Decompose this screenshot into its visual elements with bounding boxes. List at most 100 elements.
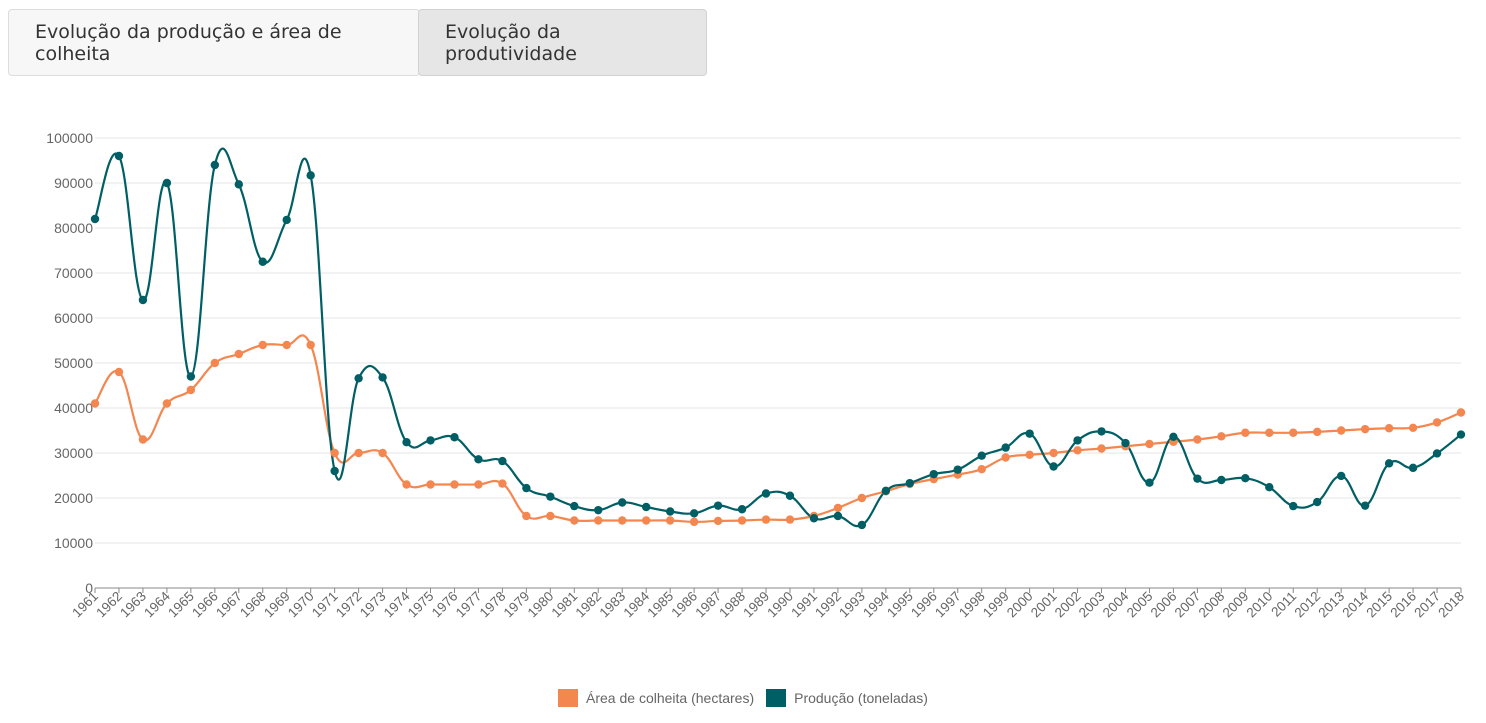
data-point-producao[interactable]	[1169, 432, 1178, 441]
data-point-producao[interactable]	[1001, 443, 1010, 452]
data-point-area[interactable]	[234, 349, 243, 359]
data-point-area[interactable]	[354, 448, 363, 458]
data-point-area[interactable]	[689, 517, 699, 527]
data-point-producao[interactable]	[905, 478, 915, 488]
data-point-producao[interactable]	[1265, 483, 1274, 492]
data-point-area[interactable]	[1265, 428, 1274, 437]
data-point-area[interactable]	[1360, 424, 1370, 434]
data-point-producao[interactable]	[474, 455, 483, 464]
data-point-producao[interactable]	[210, 160, 220, 170]
data-point-producao[interactable]	[618, 498, 627, 507]
data-point-area[interactable]	[138, 435, 148, 444]
data-point-area[interactable]	[1336, 426, 1346, 435]
data-point-area[interactable]	[1193, 435, 1202, 444]
data-point-producao[interactable]	[594, 505, 603, 515]
data-point-area[interactable]	[426, 480, 435, 489]
data-point-producao[interactable]	[114, 151, 124, 161]
data-point-area[interactable]	[857, 493, 867, 503]
data-point-area[interactable]	[258, 340, 267, 350]
data-point-producao[interactable]	[881, 486, 891, 495]
data-point-producao[interactable]	[186, 372, 196, 381]
data-point-area[interactable]	[330, 448, 339, 458]
data-point-producao[interactable]	[282, 215, 291, 225]
data-point-producao[interactable]	[1432, 449, 1442, 458]
data-point-producao[interactable]	[809, 514, 819, 523]
data-point-producao[interactable]	[1408, 463, 1418, 473]
data-point-producao[interactable]	[953, 465, 962, 474]
data-point-area[interactable]	[665, 516, 675, 525]
data-point-producao[interactable]	[665, 507, 675, 516]
data-point-producao[interactable]	[1289, 501, 1298, 511]
data-point-producao[interactable]	[1384, 459, 1394, 468]
data-point-area[interactable]	[785, 515, 795, 524]
data-point-area[interactable]	[737, 516, 747, 525]
data-point-producao[interactable]	[1073, 436, 1082, 445]
data-point-producao[interactable]	[785, 491, 795, 500]
tab-production-harvest-area[interactable]: Evolução da produção e área de colheita	[8, 9, 420, 76]
data-point-producao[interactable]	[138, 295, 148, 305]
data-point-area[interactable]	[1049, 448, 1058, 458]
data-point-producao[interactable]	[713, 501, 723, 510]
data-point-area[interactable]	[1001, 453, 1010, 462]
data-point-producao[interactable]	[977, 451, 986, 460]
data-point-area[interactable]	[90, 399, 100, 408]
data-point-area[interactable]	[1289, 428, 1298, 437]
data-point-area[interactable]	[402, 480, 411, 489]
data-point-producao[interactable]	[258, 257, 267, 266]
data-point-producao[interactable]	[641, 502, 651, 512]
data-point-producao[interactable]	[929, 469, 938, 479]
data-point-area[interactable]	[114, 367, 124, 377]
data-point-area[interactable]	[474, 480, 483, 489]
data-point-producao[interactable]	[857, 520, 867, 530]
data-point-area[interactable]	[378, 448, 387, 458]
data-point-area[interactable]	[546, 511, 555, 521]
data-point-producao[interactable]	[737, 505, 747, 514]
data-point-producao[interactable]	[1193, 474, 1202, 483]
data-point-area[interactable]	[1097, 444, 1106, 453]
data-point-area[interactable]	[618, 516, 627, 525]
data-point-area[interactable]	[450, 480, 459, 489]
legend-item-producao[interactable]: Produção (toneladas)	[766, 689, 928, 707]
data-point-area[interactable]	[1456, 408, 1466, 417]
data-point-area[interactable]	[833, 503, 843, 513]
data-point-producao[interactable]	[402, 438, 411, 447]
data-point-producao[interactable]	[1360, 501, 1370, 510]
legend-item-area[interactable]: Área de colheita (hectares)	[558, 689, 754, 707]
data-point-area[interactable]	[162, 399, 172, 408]
tab-productivity[interactable]: Evolução da produtividade	[418, 9, 707, 76]
data-point-area[interactable]	[977, 465, 986, 474]
data-point-producao[interactable]	[1241, 474, 1250, 483]
data-point-area[interactable]	[186, 385, 196, 395]
data-point-producao[interactable]	[330, 466, 339, 476]
data-point-area[interactable]	[498, 479, 507, 488]
data-point-area[interactable]	[1384, 424, 1394, 433]
data-point-producao[interactable]	[1145, 478, 1154, 487]
data-point-producao[interactable]	[1336, 471, 1346, 481]
data-point-producao[interactable]	[1097, 427, 1106, 436]
data-point-area[interactable]	[1432, 418, 1442, 427]
data-point-area[interactable]	[282, 340, 291, 350]
data-point-area[interactable]	[570, 516, 579, 525]
data-point-producao[interactable]	[90, 214, 100, 224]
data-point-area[interactable]	[713, 516, 723, 526]
data-point-producao[interactable]	[1313, 497, 1322, 507]
data-point-area[interactable]	[641, 516, 651, 525]
data-point-producao[interactable]	[1049, 462, 1058, 471]
data-point-producao[interactable]	[498, 456, 507, 466]
data-point-area[interactable]	[594, 516, 603, 525]
data-point-producao[interactable]	[1217, 475, 1226, 485]
data-point-producao[interactable]	[522, 483, 531, 493]
data-point-area[interactable]	[306, 340, 315, 350]
data-point-producao[interactable]	[450, 433, 459, 442]
data-point-producao[interactable]	[234, 180, 243, 189]
data-point-area[interactable]	[1408, 423, 1418, 432]
data-point-producao[interactable]	[761, 489, 771, 498]
data-point-area[interactable]	[1025, 450, 1034, 459]
data-point-producao[interactable]	[1456, 430, 1466, 439]
data-point-area[interactable]	[210, 358, 220, 368]
data-point-area[interactable]	[1217, 432, 1226, 441]
data-point-area[interactable]	[1073, 446, 1082, 455]
data-point-producao[interactable]	[689, 509, 699, 518]
data-point-producao[interactable]	[378, 373, 387, 382]
data-point-producao[interactable]	[306, 171, 315, 180]
